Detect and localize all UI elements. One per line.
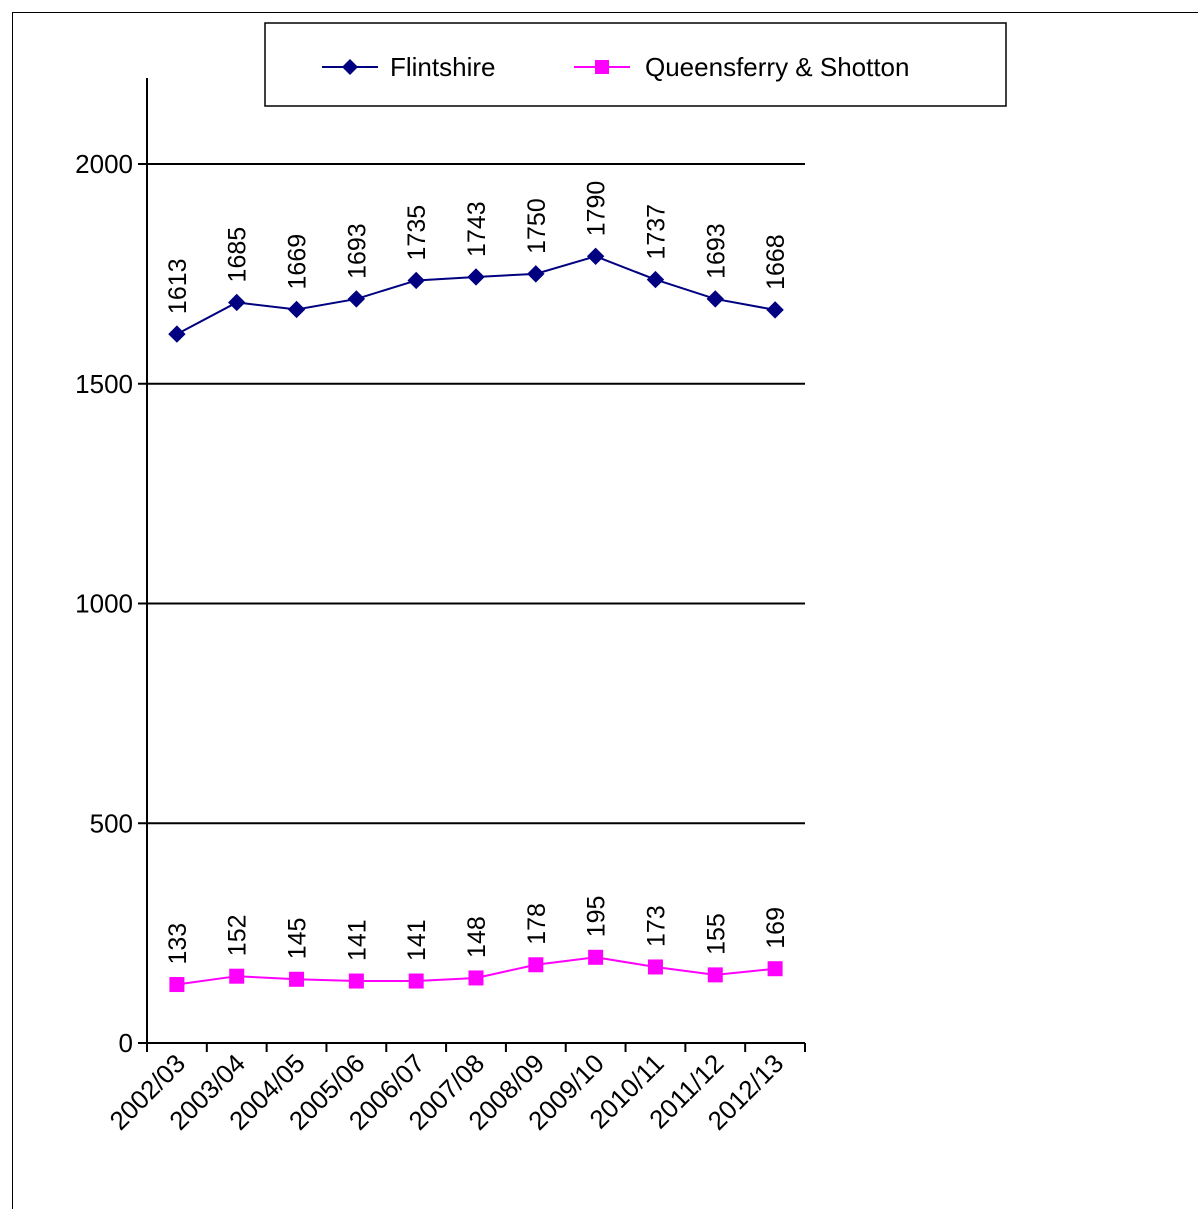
axes: 05001000150020002002/032003/042004/05200… <box>75 78 806 1136</box>
series-line-0 <box>176 255 776 335</box>
legend: Flintshire Queensferry & Shotton <box>264 22 1007 107</box>
data-point <box>169 977 185 993</box>
data-label: 169 <box>762 907 790 949</box>
data-point <box>289 971 305 987</box>
data-point <box>347 290 366 308</box>
data-point <box>348 973 364 989</box>
data-label: 1737 <box>642 204 670 260</box>
data-label: 173 <box>642 905 670 947</box>
data-label: 133 <box>164 923 192 965</box>
data-point <box>707 967 723 983</box>
chart-frame <box>12 12 1198 1209</box>
data-label: 155 <box>702 913 730 955</box>
legend-marker <box>595 60 609 74</box>
data-label: 1743 <box>463 201 491 257</box>
data-point <box>767 961 783 977</box>
data-label: 1750 <box>523 198 551 254</box>
data-point <box>706 290 724 308</box>
data-label: 195 <box>583 896 611 938</box>
data-point <box>528 957 544 973</box>
data-point <box>586 247 605 266</box>
data-point <box>467 268 485 286</box>
y-tick-label: 0 <box>119 1028 133 1058</box>
data-label: 1693 <box>343 223 371 279</box>
data-labels: 1613 1685 1669 1693 1735 1743 1750 1790 1737 1693… <box>164 181 790 965</box>
data-label: 148 <box>463 916 491 958</box>
legend-marker <box>342 59 358 75</box>
data-point <box>229 968 245 984</box>
data-point <box>287 300 306 319</box>
gridlines <box>147 163 805 825</box>
legend-label: Flintshire <box>390 52 495 82</box>
series-layer <box>168 247 784 993</box>
data-point <box>766 301 784 319</box>
data-label: 1613 <box>164 258 192 314</box>
data-label: 178 <box>523 903 551 945</box>
data-label: 1669 <box>284 234 312 290</box>
data-point <box>647 959 663 975</box>
legend-box <box>264 22 1007 107</box>
data-point <box>588 949 604 965</box>
y-tick-label: 2000 <box>75 149 133 179</box>
y-tick-label: 1500 <box>75 369 133 399</box>
data-label: 1685 <box>224 227 252 283</box>
data-point <box>407 271 425 290</box>
data-label: 1790 <box>583 181 611 237</box>
data-point <box>468 970 484 986</box>
data-point <box>408 973 424 989</box>
data-label: 145 <box>284 918 312 960</box>
y-tick-label: 500 <box>90 808 133 838</box>
data-label: 1693 <box>702 223 730 279</box>
data-label: 141 <box>403 919 431 961</box>
data-label: 1668 <box>762 234 790 290</box>
data-label: 141 <box>343 919 371 961</box>
legend-label: Queensferry & Shotton <box>645 52 909 82</box>
data-point <box>168 325 186 343</box>
data-label: 1735 <box>403 205 431 261</box>
data-point <box>228 293 246 312</box>
data-point <box>646 270 665 289</box>
y-tick-label: 1000 <box>75 589 133 619</box>
data-point <box>527 265 545 283</box>
data-label: 152 <box>224 914 252 956</box>
